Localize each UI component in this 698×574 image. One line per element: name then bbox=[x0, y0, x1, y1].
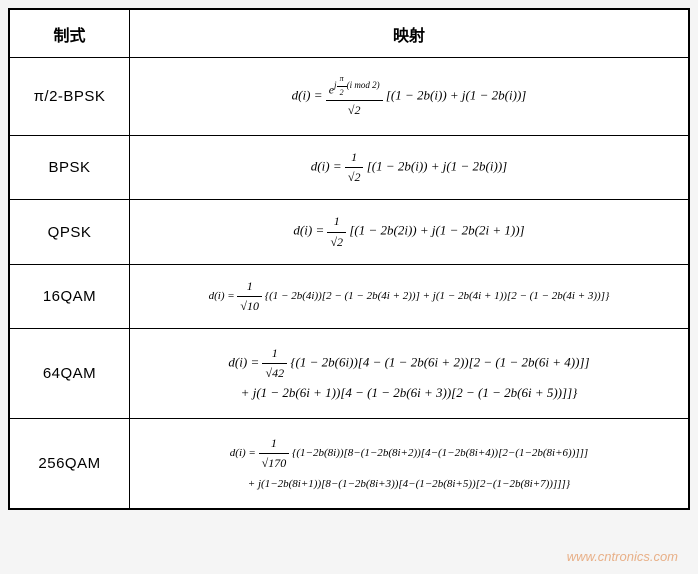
table-header-row: 制式 映射 bbox=[10, 10, 689, 58]
table-row: QPSK d(i) = 1√2 [(1 − 2b(2i)) + j(1 − 2b… bbox=[10, 200, 689, 264]
formula-qpsk: d(i) = 1√2 [(1 − 2b(2i)) + j(1 − 2b(2i +… bbox=[130, 200, 689, 264]
header-mapping: 映射 bbox=[130, 10, 689, 58]
formula-bpsk: d(i) = 1√2 [(1 − 2b(i)) + j(1 − 2b(i))] bbox=[130, 136, 689, 200]
formula-pi2-bpsk: d(i) = ejπ2(i mod 2)√2 [(1 − 2b(i)) + j(… bbox=[130, 58, 689, 136]
mode-64qam: 64QAM bbox=[10, 329, 130, 419]
mode-16qam: 16QAM bbox=[10, 264, 130, 328]
mode-256qam: 256QAM bbox=[10, 419, 130, 509]
mode-qpsk: QPSK bbox=[10, 200, 130, 264]
table-row: π/2-BPSK d(i) = ejπ2(i mod 2)√2 [(1 − 2b… bbox=[10, 58, 689, 136]
modulation-table: 制式 映射 π/2-BPSK d(i) = ejπ2(i mod 2)√2 [(… bbox=[9, 9, 689, 509]
header-mode: 制式 bbox=[10, 10, 130, 58]
mode-pi2-bpsk: π/2-BPSK bbox=[10, 58, 130, 136]
formula-16qam: d(i) = 1√10 {(1 − 2b(4i))[2 − (1 − 2b(4i… bbox=[130, 264, 689, 328]
modulation-table-container: 制式 映射 π/2-BPSK d(i) = ejπ2(i mod 2)√2 [(… bbox=[8, 8, 690, 510]
table-row: 256QAM d(i) = 1√170 {(1−2b(8i))[8−(1−2b(… bbox=[10, 419, 689, 509]
table-row: 16QAM d(i) = 1√10 {(1 − 2b(4i))[2 − (1 −… bbox=[10, 264, 689, 328]
table-row: BPSK d(i) = 1√2 [(1 − 2b(i)) + j(1 − 2b(… bbox=[10, 136, 689, 200]
formula-64qam: d(i) = 1√42 {(1 − 2b(6i))[4 − (1 − 2b(6i… bbox=[130, 329, 689, 419]
watermark-text: www.cntronics.com bbox=[567, 549, 678, 564]
formula-256qam: d(i) = 1√170 {(1−2b(8i))[8−(1−2b(8i+2))[… bbox=[130, 419, 689, 509]
mode-bpsk: BPSK bbox=[10, 136, 130, 200]
table-row: 64QAM d(i) = 1√42 {(1 − 2b(6i))[4 − (1 −… bbox=[10, 329, 689, 419]
